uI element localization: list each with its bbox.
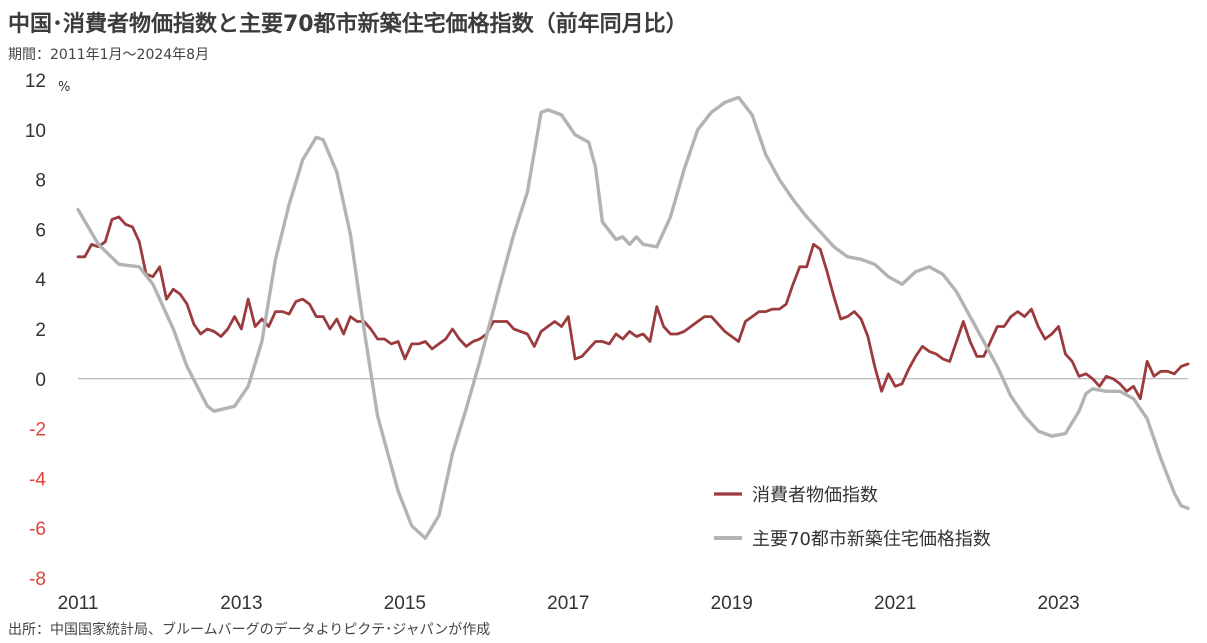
y-tick-label: 12 (25, 71, 46, 92)
y-tick-label: 8 (35, 171, 46, 192)
x-tick-label: 2013 (220, 593, 262, 614)
x-tick-label: 2015 (384, 593, 426, 614)
source-note: 出所：中国国家統計局、ブルームバーグのデータよりピクテ･ジャパンが作成 (8, 622, 491, 638)
series-layer (76, 95, 1190, 540)
y-axis-unit: % (58, 80, 70, 95)
y-tick-label: 10 (25, 121, 46, 142)
x-tick-label: 2019 (711, 593, 753, 614)
series-line-housing (76, 95, 1190, 540)
legend-label-cpi: 消費者物価指数 (752, 485, 878, 506)
x-tick-label: 2023 (1037, 593, 1079, 614)
x-tick-label: 2017 (547, 593, 589, 614)
chart-title: 中国･消費者物価指数と主要70都市新築住宅価格指数（前年同月比） (8, 12, 688, 37)
x-tick-label: 2021 (874, 593, 916, 614)
y-tick-label: 0 (35, 370, 46, 391)
x-axis: 2011 2013 2015 2017 2019 2021 2023 (58, 593, 1080, 614)
y-tick-label: 6 (35, 220, 46, 241)
y-tick-label: -4 (29, 469, 46, 490)
y-tick-label: -6 (29, 519, 46, 540)
x-tick-label: 2011 (58, 593, 99, 614)
legend-label-housing: 主要70都市新築住宅価格指数 (752, 529, 991, 550)
y-axis: 12 10 8 6 4 2 0 -2 -4 -6 -8 (25, 71, 47, 590)
y-tick-label: -2 (29, 420, 46, 441)
y-tick-label: 2 (35, 320, 46, 341)
chart-subtitle: 期間：2011年1月～2024年8月 (8, 47, 210, 63)
series-line-cpi (76, 215, 1190, 401)
y-tick-label: -8 (29, 569, 46, 590)
y-tick-label: 4 (35, 270, 46, 291)
